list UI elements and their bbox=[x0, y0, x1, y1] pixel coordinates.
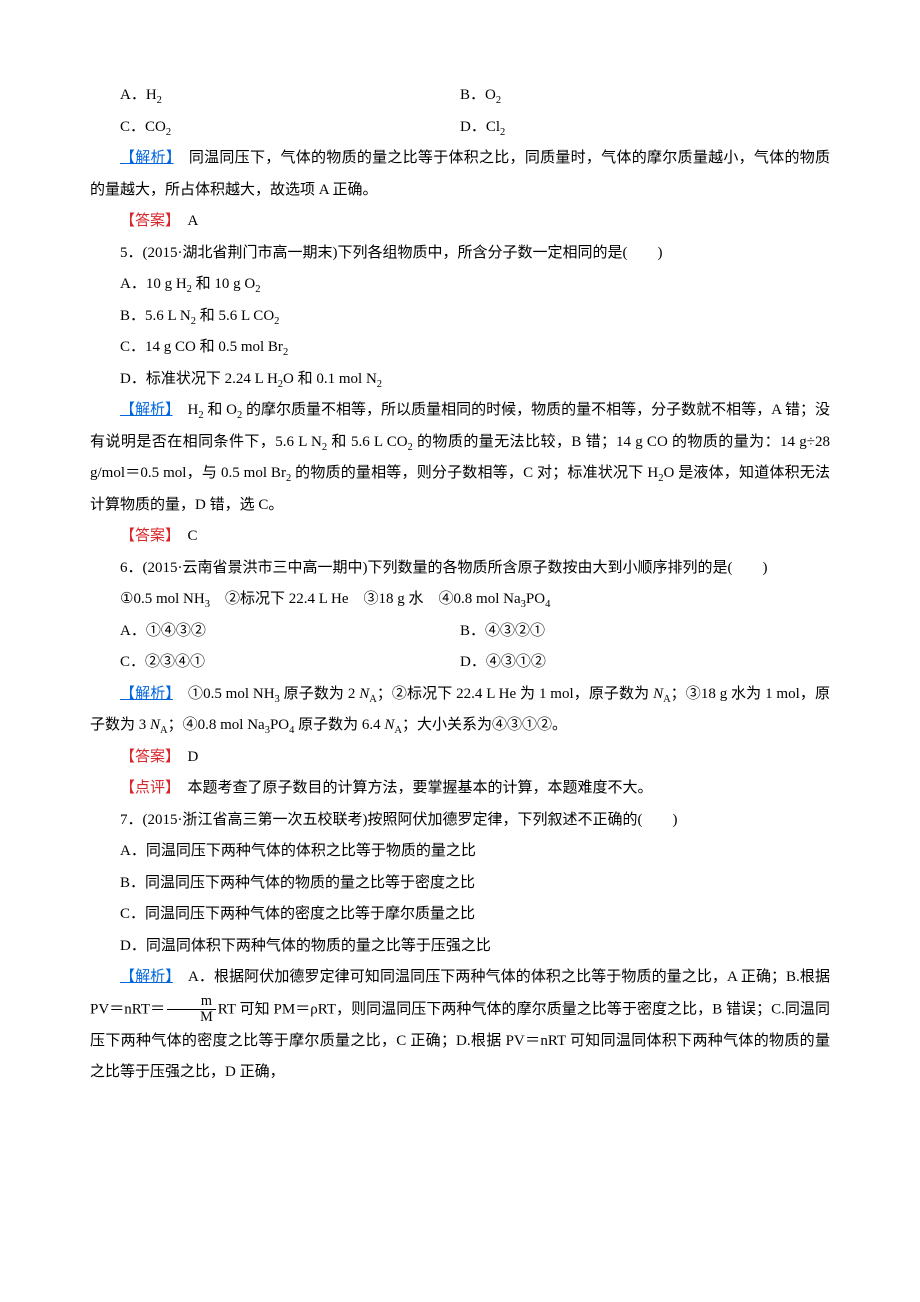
q6-analysis-label: 【解析】 bbox=[120, 686, 173, 702]
sub-2e: 2 bbox=[283, 347, 288, 358]
q5-optd-1: D．标准状况下 2.24 L H bbox=[120, 371, 278, 387]
q6-options-cd: C．②③④① D．④③①② bbox=[90, 647, 830, 679]
q4-options-cd: C．CO2 D．Cl2 bbox=[90, 112, 830, 144]
q4-opt-c-sub: 2 bbox=[166, 127, 171, 138]
q5-analysis-label: 【解析】 bbox=[120, 402, 173, 418]
q6-g3: PO bbox=[526, 591, 545, 607]
q4-opt-c: C．CO2 bbox=[90, 112, 460, 144]
q4-opt-a-sub: 2 bbox=[157, 95, 162, 106]
q4-opt-b: B．O2 bbox=[460, 80, 830, 112]
q6-an-b: 原子数为 2 bbox=[280, 686, 359, 702]
q5-opta-2: 和 10 g O bbox=[192, 276, 255, 292]
q4-opt-d-sub: 2 bbox=[500, 127, 505, 138]
q6-given: ①0.5 mol NH3 ②标况下 22.4 L He ③18 g 水 ④0.8… bbox=[90, 584, 830, 616]
frac-den: M bbox=[167, 1010, 216, 1026]
q7-opt-b: B．同温同压下两种气体的物质的量之比等于密度之比 bbox=[90, 868, 830, 900]
q4-answer-label: 【答案】 bbox=[120, 213, 173, 229]
q6-comment-label: 【点评】 bbox=[120, 780, 173, 796]
q6-analysis: 【解析】 ①0.5 mol NH3 原子数为 2 NA；②标况下 22.4 L … bbox=[90, 679, 830, 742]
q6-asub3: A bbox=[160, 725, 168, 736]
q4-opt-a-text: A．H bbox=[120, 87, 157, 103]
q5-analysis: 【解析】 H2 和 O2 的摩尔质量不相等，所以质量相同的时候，物质的量不相等，… bbox=[90, 395, 830, 521]
q6-g2: ②标况下 22.4 L He ③18 g 水 ④0.8 mol Na bbox=[210, 591, 521, 607]
q7-opt-c: C．同温同压下两种气体的密度之比等于摩尔质量之比 bbox=[90, 899, 830, 931]
q6-na4: N bbox=[384, 717, 394, 733]
sub-2d: 2 bbox=[274, 316, 279, 327]
sub-4: 4 bbox=[545, 599, 550, 610]
q4-opt-d-text: D．Cl bbox=[460, 119, 500, 135]
q7-analysis-label: 【解析】 bbox=[120, 969, 173, 985]
q6-na2: N bbox=[653, 686, 663, 702]
fraction-m-over-M: mM bbox=[167, 994, 216, 1026]
q5-an-1b: 和 O bbox=[204, 402, 237, 418]
q5-opta-1: A．10 g H bbox=[120, 276, 187, 292]
q6-comment-text: 本题考查了原子数目的计算方法，要掌握基本的计算，本题难度不大。 bbox=[173, 780, 653, 796]
q5-an-1a: H bbox=[173, 402, 199, 418]
q6-opt-b: B．④③②① bbox=[460, 616, 830, 648]
q6-na1: N bbox=[359, 686, 369, 702]
q6-an-f: PO bbox=[270, 717, 289, 733]
q6-answer-label: 【答案】 bbox=[120, 749, 173, 765]
q6-an-e: ；④0.8 mol Na bbox=[168, 717, 265, 733]
q4-opt-c-text: C．CO bbox=[120, 119, 166, 135]
q6-answer-text: D bbox=[173, 749, 199, 765]
q6-asub2: A bbox=[663, 694, 671, 705]
q6-an-g: 原子数为 6.4 bbox=[294, 717, 384, 733]
q7-analysis: 【解析】 A．根据阿伏加德罗定律可知同温同压下两种气体的体积之比等于物质的量之比… bbox=[90, 962, 830, 1089]
q5-optb-2: 和 5.6 L CO bbox=[196, 308, 274, 324]
q6-comment: 【点评】 本题考查了原子数目的计算方法，要掌握基本的计算，本题难度不大。 bbox=[90, 773, 830, 805]
q5-stem-a: 5．(2015·湖北省荆门市高一期末)下列各组物质中，所含分子数一定相同的是( bbox=[120, 245, 627, 261]
q5-answer-label: 【答案】 bbox=[120, 528, 173, 544]
q5-opt-b: B．5.6 L N2 和 5.6 L CO2 bbox=[90, 301, 830, 333]
q5-optd-2: O 和 0.1 mol N bbox=[283, 371, 377, 387]
q6-options-ab: A．①④③② B．④③②① bbox=[90, 616, 830, 648]
q6-opt-a: A．①④③② bbox=[90, 616, 460, 648]
q4-answer-text: A bbox=[173, 213, 199, 229]
sub-2g: 2 bbox=[377, 379, 382, 390]
q4-opt-d: D．Cl2 bbox=[460, 112, 830, 144]
q5-an-1f: 的物质的量相等，则分子数相等，C 对；标准状况下 H bbox=[291, 465, 658, 481]
q5-opt-c: C．14 g CO 和 0.5 mol Br2 bbox=[90, 332, 830, 364]
q4-analysis: 【解析】 同温同压下，气体的物质的量之比等于体积之比，同质量时，气体的摩尔质量越… bbox=[90, 143, 830, 206]
q6-asub4: A bbox=[394, 725, 402, 736]
q4-opt-b-text: B．O bbox=[460, 87, 496, 103]
q6-opt-d: D．④③①② bbox=[460, 647, 830, 679]
q4-options-ab: A．H2 B．O2 bbox=[90, 80, 830, 112]
q4-analysis-label: 【解析】 bbox=[120, 150, 174, 166]
q6-answer: 【答案】 D bbox=[90, 742, 830, 774]
q5-answer-text: C bbox=[173, 528, 198, 544]
q6-asub1: A bbox=[369, 694, 377, 705]
q4-answer: 【答案】 A bbox=[90, 206, 830, 238]
q6-an-c: ；②标况下 22.4 L He 为 1 mol，原子数为 bbox=[377, 686, 653, 702]
q5-stem-b: ) bbox=[658, 245, 663, 261]
q5-opt-a: A．10 g H2 和 10 g O2 bbox=[90, 269, 830, 301]
q4-opt-b-sub: 2 bbox=[496, 95, 501, 106]
q7-opt-a: A．同温同压下两种气体的体积之比等于物质的量之比 bbox=[90, 836, 830, 868]
q6-an-a: ①0.5 mol NH bbox=[173, 686, 275, 702]
q7-stem: 7．(2015·浙江省高三第一次五校联考)按照阿伏加德罗定律，下列叙述不正确的(… bbox=[90, 805, 830, 837]
sub-2b: 2 bbox=[255, 284, 260, 295]
q7-opt-d: D．同温同体积下两种气体的物质的量之比等于压强之比 bbox=[90, 931, 830, 963]
q5-opt-d: D．标准状况下 2.24 L H2O 和 0.1 mol N2 bbox=[90, 364, 830, 396]
q5-an-1d: 和 5.6 L CO bbox=[327, 434, 407, 450]
q6-na3: N bbox=[150, 717, 160, 733]
q5-stem: 5．(2015·湖北省荆门市高一期末)下列各组物质中，所含分子数一定相同的是( … bbox=[90, 238, 830, 270]
q5-optc-1: C．14 g CO 和 0.5 mol Br bbox=[120, 339, 283, 355]
q6-opt-c: C．②③④① bbox=[90, 647, 460, 679]
frac-num: m bbox=[167, 994, 216, 1011]
q4-opt-a: A．H2 bbox=[90, 80, 460, 112]
q5-optb-1: B．5.6 L N bbox=[120, 308, 191, 324]
q6-stem: 6．(2015·云南省景洪市三中高一期中)下列数量的各物质所含原子数按由大到小顺… bbox=[90, 553, 830, 585]
q6-an-h: ；大小关系为④③①②。 bbox=[402, 717, 567, 733]
q5-answer: 【答案】 C bbox=[90, 521, 830, 553]
q6-g1: ①0.5 mol NH bbox=[120, 591, 205, 607]
q4-analysis-text: 同温同压下，气体的物质的量之比等于体积之比，同质量时，气体的摩尔质量越小，气体的… bbox=[90, 150, 830, 198]
